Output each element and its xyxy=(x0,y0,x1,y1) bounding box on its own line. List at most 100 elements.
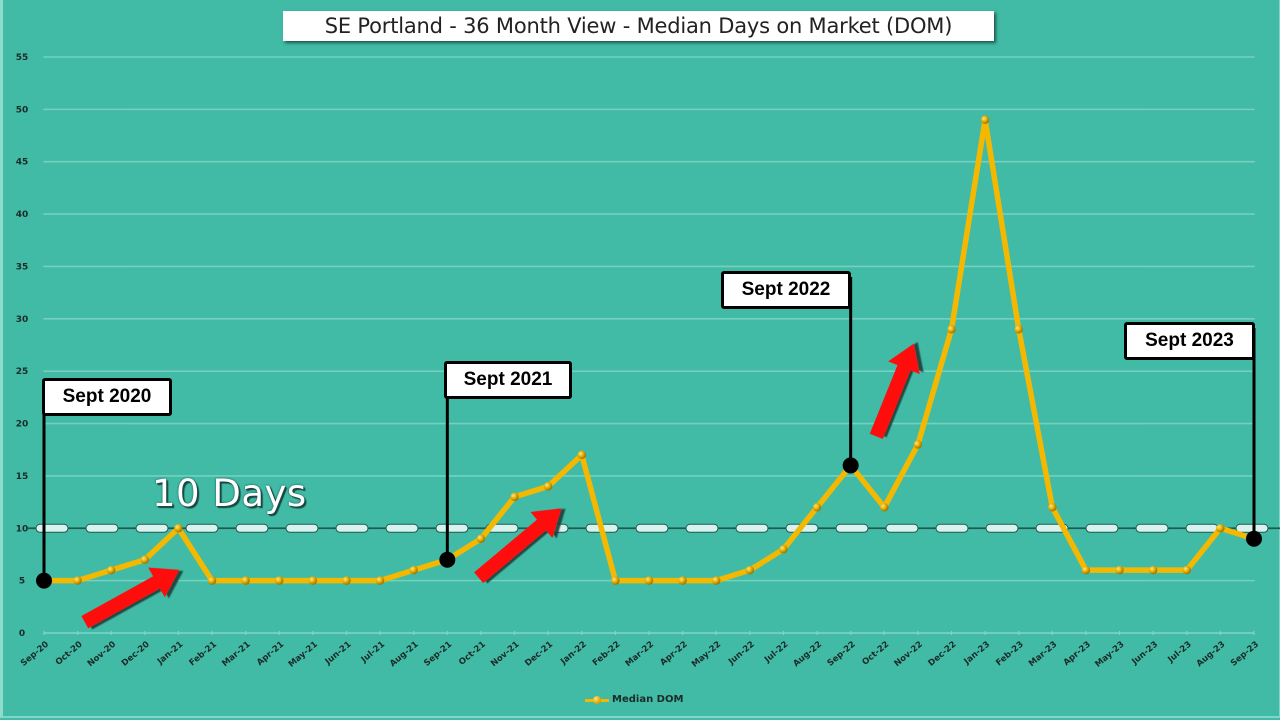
data-point[interactable] xyxy=(342,576,351,585)
red-arrow-icon xyxy=(81,567,180,629)
data-point[interactable] xyxy=(913,440,923,449)
red-arrow-icon xyxy=(869,343,920,439)
callout-sept-2021: Sept 2021 xyxy=(444,361,572,399)
y-tick-label: 40 xyxy=(16,210,29,220)
x-tick-label: Jan-21 xyxy=(155,640,185,668)
data-point[interactable] xyxy=(779,545,788,554)
x-tick-label: Sep-21 xyxy=(422,640,454,669)
median-dom-series xyxy=(39,115,1259,585)
data-point[interactable] xyxy=(1048,503,1057,512)
x-tick-label: Sep-23 xyxy=(1229,640,1261,669)
callout-marker xyxy=(36,572,52,589)
data-point[interactable] xyxy=(476,534,486,543)
x-tick-label: Mar-23 xyxy=(1027,640,1059,669)
x-tick-label: Nov-22 xyxy=(892,640,924,669)
y-tick-label: 5 xyxy=(19,577,25,587)
x-tick-label: Dec-22 xyxy=(927,640,959,669)
data-point[interactable] xyxy=(174,524,183,533)
data-point[interactable] xyxy=(140,555,150,564)
data-point[interactable] xyxy=(577,450,586,460)
x-tick-label: Mar-22 xyxy=(624,640,656,669)
callout-sept-2022: Sept 2022 xyxy=(721,271,851,309)
callout-marker xyxy=(439,551,456,568)
trend-arrows xyxy=(81,343,920,629)
callout-marker xyxy=(842,457,859,474)
data-point[interactable] xyxy=(1148,565,1158,575)
x-tick-label: Oct-21 xyxy=(457,640,488,668)
red-arrow-icon xyxy=(474,508,562,584)
data-point[interactable] xyxy=(880,503,889,512)
data-point[interactable] xyxy=(712,576,721,585)
data-point[interactable] xyxy=(1014,325,1023,334)
x-tick-label: Apr-23 xyxy=(1062,640,1093,668)
x-tick-label: Nov-21 xyxy=(489,640,521,669)
x-tick-label: Apr-22 xyxy=(658,640,689,668)
x-tick-label: Mar-21 xyxy=(220,640,252,669)
data-point[interactable] xyxy=(207,576,217,585)
x-tick-label: Apr-21 xyxy=(255,640,286,668)
callout-sept-2023: Sept 2023 xyxy=(1124,322,1255,360)
x-tick-label: Jun-21 xyxy=(323,640,354,668)
data-point[interactable] xyxy=(745,565,755,575)
x-tick-label: Jun-23 xyxy=(1129,640,1160,668)
x-axis-ticks: Sep-20 Oct-20 Nov-20 Dec-20 Jan-21 Feb-21 Mar-… xyxy=(19,640,1261,670)
data-point[interactable] xyxy=(73,576,82,585)
x-tick-label: Jul-22 xyxy=(762,640,790,666)
data-point[interactable] xyxy=(947,325,956,334)
x-tick-label: Dec-20 xyxy=(120,640,152,669)
gridlines xyxy=(43,56,1255,582)
y-tick-label: 30 xyxy=(16,315,29,325)
data-point[interactable] xyxy=(409,565,418,575)
data-point[interactable] xyxy=(1081,565,1091,575)
callout-sept-2020: Sept 2020 xyxy=(42,378,172,416)
legend[interactable]: Median DOM xyxy=(585,694,683,705)
x-tick-label: Aug-22 xyxy=(791,640,824,670)
data-point[interactable] xyxy=(543,482,553,491)
x-tick-label: Aug-23 xyxy=(1195,640,1228,670)
x-tick-label: May-21 xyxy=(287,640,320,670)
data-point[interactable] xyxy=(812,503,822,512)
x-tick-label: Sep-20 xyxy=(19,640,51,669)
legend-marker-icon xyxy=(585,695,609,704)
y-tick-label: 0 xyxy=(19,629,25,639)
x-tick-label: Nov-20 xyxy=(86,640,118,669)
x-tick-label: Aug-21 xyxy=(388,640,421,670)
x-tick-label: May-23 xyxy=(1093,640,1126,670)
data-point[interactable] xyxy=(1182,565,1191,575)
x-axis xyxy=(43,631,1255,635)
data-point[interactable] xyxy=(241,576,250,585)
data-point[interactable] xyxy=(1216,524,1225,533)
data-point[interactable] xyxy=(107,565,116,575)
x-tick-label: Feb-23 xyxy=(994,640,1026,669)
x-tick-label: Dec-21 xyxy=(523,640,555,669)
y-tick-label: 50 xyxy=(16,105,29,115)
data-point[interactable] xyxy=(275,576,284,585)
x-tick-label: Jan-23 xyxy=(962,640,992,668)
data-point[interactable] xyxy=(1115,565,1124,575)
y-tick-label: 55 xyxy=(16,53,29,63)
y-tick-label: 45 xyxy=(16,158,29,168)
y-axis-ticks: 0 5 10 15 20 25 30 35 40 45 50 55 xyxy=(16,53,29,639)
callout-marker xyxy=(1246,530,1262,547)
data-point[interactable] xyxy=(980,115,990,125)
y-tick-label: 35 xyxy=(16,262,29,272)
x-tick-label: May-22 xyxy=(690,640,723,670)
data-point[interactable] xyxy=(644,576,654,585)
data-point[interactable] xyxy=(678,576,687,585)
chart-title: SE Portland - 36 Month View - Median Day… xyxy=(283,11,994,41)
y-tick-label: 15 xyxy=(16,472,29,482)
x-tick-label: Feb-21 xyxy=(188,640,220,669)
data-point[interactable] xyxy=(510,492,519,502)
x-tick-label: Sep-22 xyxy=(826,640,858,669)
data-point[interactable] xyxy=(375,576,385,585)
legend-label: Median DOM xyxy=(612,694,684,705)
data-point[interactable] xyxy=(308,576,318,585)
callout-leader-lines xyxy=(36,277,1262,589)
data-point[interactable] xyxy=(611,576,620,585)
y-tick-label: 25 xyxy=(16,367,29,377)
y-tick-label: 20 xyxy=(16,420,29,430)
x-tick-label: Jun-22 xyxy=(726,640,757,668)
ten-days-label: 10 Days xyxy=(152,472,307,515)
x-tick-label: Jul-21 xyxy=(359,640,387,666)
